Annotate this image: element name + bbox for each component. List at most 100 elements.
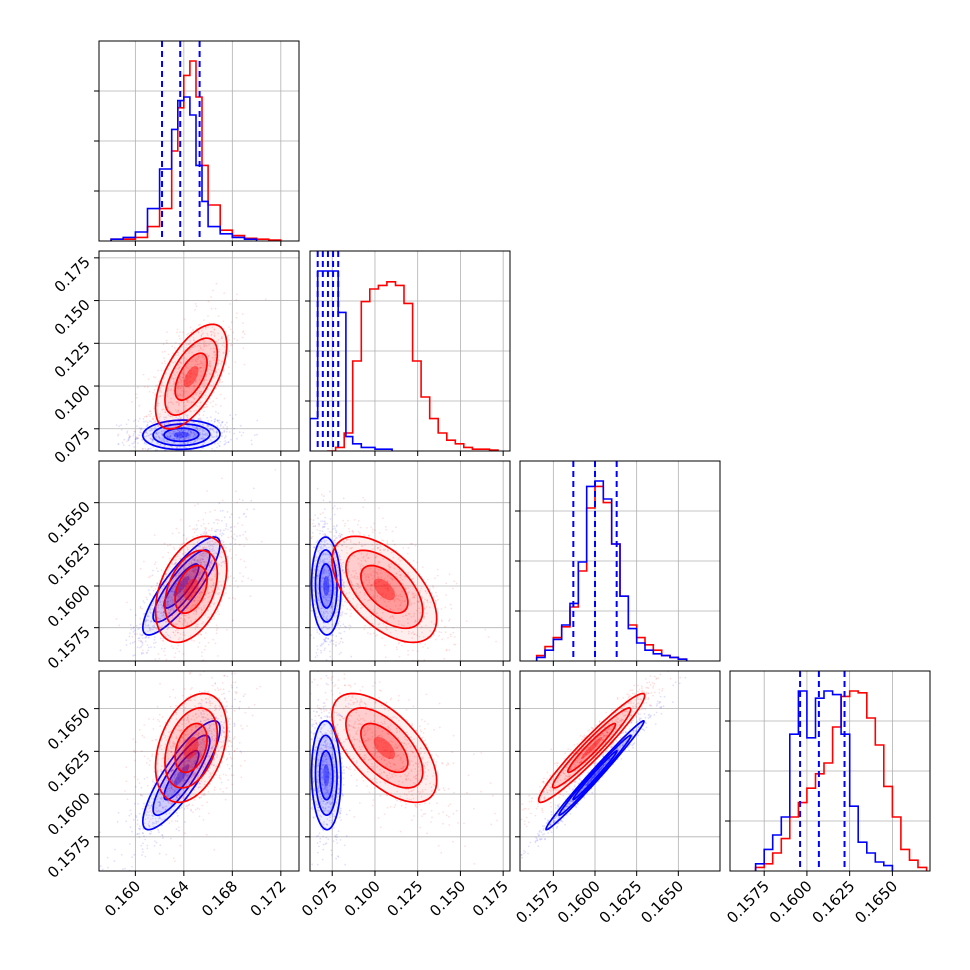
sample-point	[149, 627, 152, 630]
sample-point	[189, 375, 192, 378]
sample-point	[197, 623, 199, 626]
sample-point	[207, 565, 210, 568]
sample-point	[185, 346, 188, 349]
sample-point	[363, 591, 366, 594]
sample-point	[342, 572, 345, 574]
sample-point	[148, 627, 151, 629]
sample-point	[351, 554, 354, 557]
sample-point	[228, 729, 231, 732]
sample-point	[317, 517, 319, 520]
sample-point	[177, 574, 180, 577]
sample-point	[344, 522, 347, 525]
sample-point	[181, 766, 184, 769]
sample-point	[197, 368, 200, 371]
sample-point	[184, 442, 186, 445]
sample-point	[145, 636, 148, 638]
sample-point	[172, 403, 175, 405]
sample-point	[363, 534, 365, 537]
sample-point	[138, 828, 141, 831]
sample-point	[191, 590, 194, 592]
sample-point	[426, 599, 428, 602]
contour-line	[152, 549, 211, 623]
sample-point	[197, 438, 199, 440]
sample-point	[328, 574, 331, 576]
sample-point	[140, 653, 143, 655]
sample-point	[191, 346, 194, 349]
panel-2-1	[305, 460, 511, 666]
sample-point	[221, 477, 223, 480]
sample-point	[166, 393, 169, 396]
sample-point	[407, 546, 410, 549]
sample-point	[131, 856, 134, 858]
sample-point	[132, 435, 135, 437]
sample-point	[174, 562, 176, 565]
sample-point	[202, 715, 204, 718]
sample-point	[178, 620, 180, 623]
sample-point	[214, 573, 217, 576]
sample-point	[343, 541, 346, 544]
sample-point	[335, 644, 337, 646]
sample-point	[149, 470, 151, 472]
sample-point	[357, 585, 360, 588]
sample-point	[353, 576, 356, 579]
sample-point	[205, 554, 207, 557]
sample-point	[372, 595, 375, 597]
sample-point	[336, 604, 339, 607]
sample-point	[136, 662, 138, 664]
density-fill	[142, 537, 220, 635]
sample-point	[395, 598, 398, 600]
sample-point	[307, 548, 309, 550]
sample-point	[188, 585, 191, 588]
sample-point	[123, 438, 126, 441]
sample-point	[170, 397, 172, 400]
sample-point	[243, 363, 246, 366]
sample-point	[311, 609, 314, 612]
sample-point	[235, 299, 238, 301]
sample-point	[159, 394, 162, 397]
sample-point	[159, 444, 162, 446]
sample-point	[357, 531, 360, 533]
sample-point	[226, 705, 228, 707]
sample-point	[196, 534, 199, 537]
sample-point	[206, 424, 209, 427]
sample-point	[140, 645, 143, 648]
sample-point	[171, 769, 174, 772]
sample-point	[329, 615, 332, 618]
sample-point	[210, 586, 213, 588]
sample-point	[399, 603, 402, 606]
sample-point	[182, 435, 185, 438]
sample-point	[185, 752, 187, 755]
sample-point	[161, 433, 164, 436]
sample-point	[341, 611, 344, 614]
sample-point	[205, 375, 208, 378]
sample-point	[141, 644, 144, 646]
sample-point	[165, 779, 168, 781]
sample-point	[305, 582, 307, 584]
sample-point	[440, 619, 443, 622]
sample-point	[157, 424, 160, 427]
sample-point	[165, 339, 168, 342]
sample-point	[207, 564, 210, 567]
sample-point	[386, 549, 389, 552]
sample-point	[327, 569, 330, 572]
sample-point	[322, 595, 324, 598]
sample-point	[190, 601, 193, 604]
sample-point	[200, 335, 203, 338]
sample-point	[159, 443, 162, 446]
y-tick-label: 0.150	[51, 296, 94, 339]
sample-point	[318, 633, 321, 635]
sample-point	[316, 629, 318, 631]
sample-point	[412, 631, 414, 633]
sample-point	[199, 432, 201, 434]
sample-point	[151, 439, 154, 442]
sample-point	[423, 659, 426, 661]
sample-point	[195, 753, 197, 756]
sample-point	[182, 766, 185, 769]
sample-point	[203, 742, 206, 745]
sample-point	[173, 437, 176, 440]
sample-point	[223, 544, 225, 547]
sample-point	[195, 611, 198, 614]
sample-point	[324, 516, 327, 519]
sample-point	[144, 640, 147, 643]
sample-point	[192, 330, 195, 332]
